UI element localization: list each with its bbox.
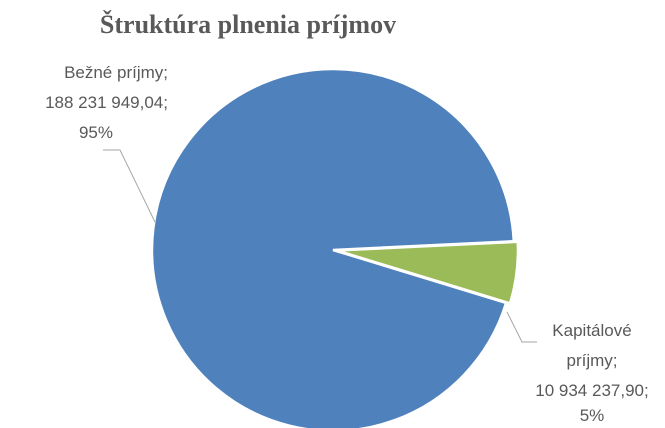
percent-label: 5% — [579, 406, 605, 425]
data-label: Kapitálové príjmy; 10 934 237,90; 5% — [527, 316, 657, 426]
leader-line — [103, 149, 156, 223]
chart-title: Štruktúra plnenia príjmov — [99, 10, 397, 39]
category-label: Bežné príjmy — [64, 63, 164, 82]
label-line: Bežné príjmy; — [0, 58, 168, 88]
separator: ; — [612, 351, 618, 370]
label-line: 188 231 949,04; — [0, 88, 168, 118]
category-label: Kapitálové príjmy — [552, 321, 632, 370]
separator: ; — [643, 381, 649, 400]
label-line: 10 934 237,90; — [527, 376, 657, 406]
value-label: 188 231 949,04 — [45, 93, 164, 112]
leader-line — [506, 311, 537, 343]
separator: ; — [163, 63, 168, 82]
pie-slice — [336, 240, 520, 305]
pie-slice — [150, 67, 516, 428]
label-line: Kapitálové príjmy; — [527, 316, 657, 376]
value-label: 10 934 237,90 — [535, 381, 644, 400]
data-label: Bežné príjmy; 188 231 949,04; 95% — [0, 58, 168, 148]
separator: ; — [163, 93, 168, 112]
percent-label: 95% — [78, 123, 113, 142]
